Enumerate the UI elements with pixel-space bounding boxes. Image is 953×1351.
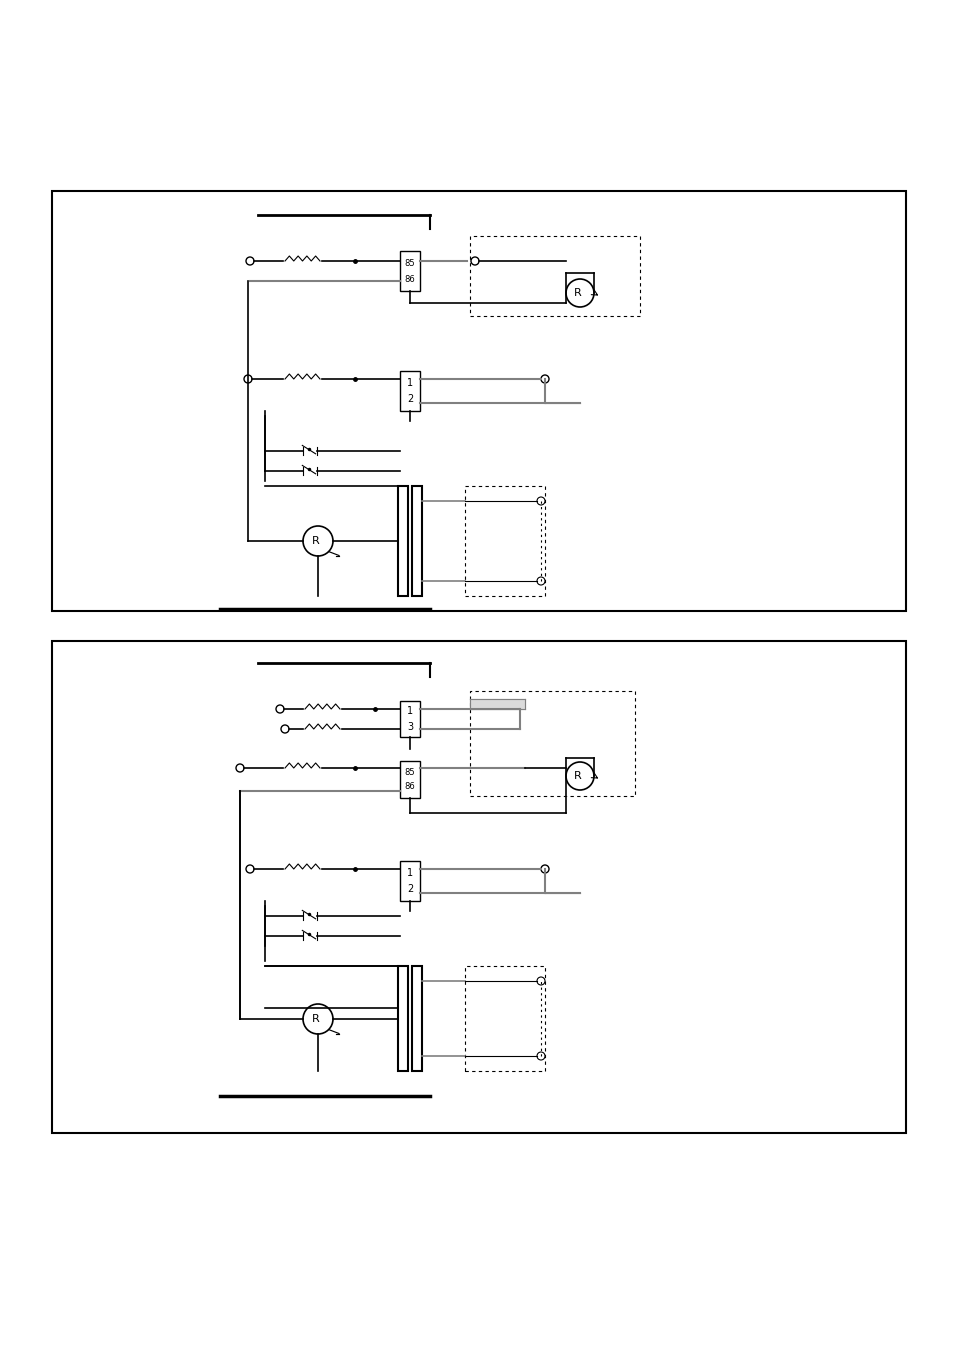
Text: 2: 2 (406, 394, 413, 404)
Bar (399, 372, 419, 411)
Text: 86: 86 (404, 782, 415, 790)
Bar (399, 701, 419, 738)
Text: R: R (312, 536, 319, 546)
Text: R: R (312, 1015, 319, 1024)
Bar (399, 861, 419, 901)
Bar (52, 190, 905, 611)
Bar (412, 486, 421, 596)
Bar (412, 966, 421, 1071)
Text: 2: 2 (406, 884, 413, 894)
Text: R: R (574, 288, 581, 299)
Bar (399, 251, 419, 290)
Bar (397, 966, 408, 1071)
Text: 1: 1 (407, 707, 413, 716)
Text: 1: 1 (407, 378, 413, 388)
Bar (470, 236, 639, 316)
Text: 86: 86 (404, 274, 415, 284)
Bar (464, 966, 544, 1071)
Bar (399, 761, 419, 798)
Text: 1: 1 (407, 867, 413, 878)
Bar (470, 690, 635, 796)
Bar (397, 486, 408, 596)
Text: 85: 85 (404, 767, 415, 777)
Text: 3: 3 (407, 721, 413, 732)
Bar (52, 640, 905, 1133)
Bar (464, 486, 544, 596)
Text: 85: 85 (404, 258, 415, 267)
Text: R: R (574, 771, 581, 781)
